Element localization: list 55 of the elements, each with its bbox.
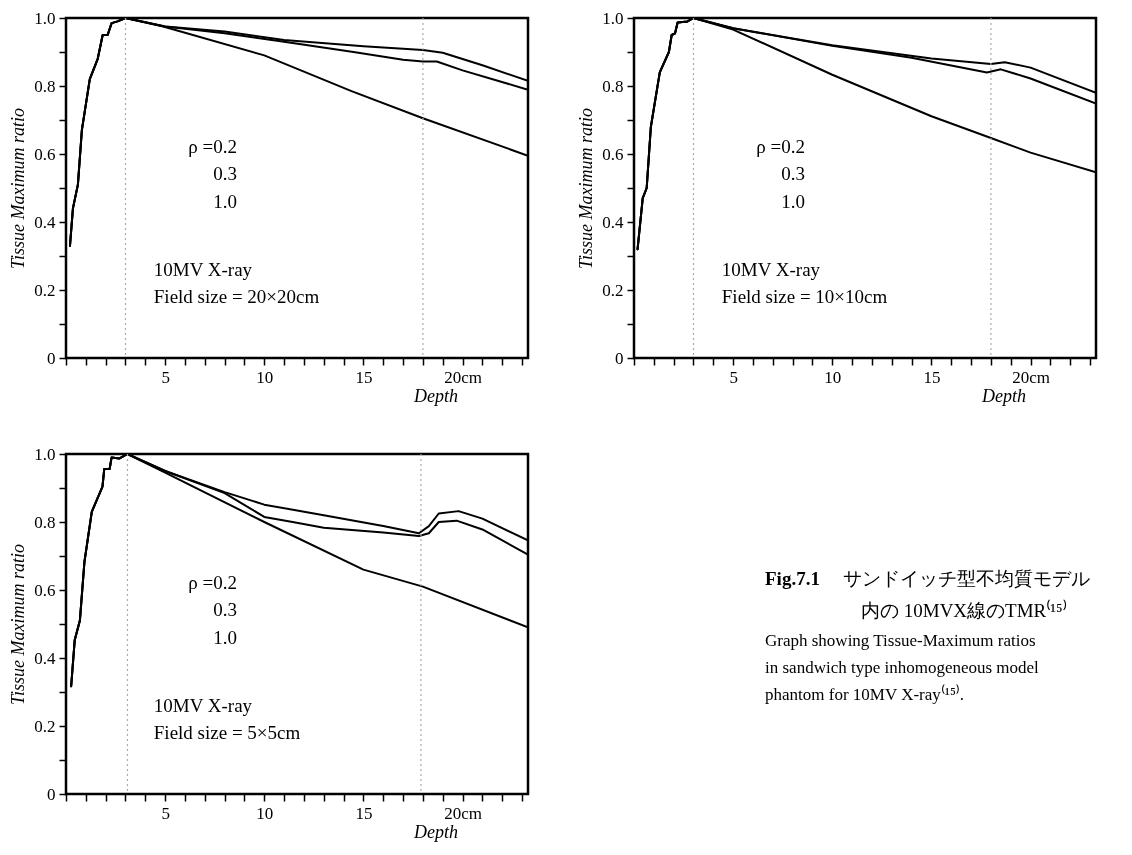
y-tick-label: 0.4: [34, 648, 56, 668]
x-tick-label: 10: [256, 803, 274, 823]
x-tick-label: 5: [729, 367, 738, 387]
y-tick-label: 0.8: [34, 76, 56, 96]
x-tick-label: 15: [923, 367, 941, 387]
x-tick-label: 10: [824, 367, 842, 387]
y-tick-label: 0: [47, 348, 56, 368]
x-tick-label: 5: [161, 803, 170, 823]
annotation: ρ =0.2: [188, 572, 237, 594]
x-tick-label: 20cm: [444, 803, 482, 823]
annotation: ρ =0.2: [756, 136, 805, 158]
y-axis-title: Tissue Maximum ratio: [576, 107, 597, 270]
y-axis-title: Tissue Maximum ratio: [8, 107, 29, 270]
annotation: Field size = 10×10cm: [721, 285, 888, 307]
y-tick-label: 0.2: [602, 280, 624, 300]
annotation: 0.3: [781, 163, 805, 185]
y-tick-label: 0.4: [34, 212, 56, 232]
annotation: 1.0: [213, 626, 237, 648]
x-tick-label: 15: [355, 803, 373, 823]
y-tick-label: 0.4: [602, 212, 624, 232]
text: Fig.7.1: [765, 568, 820, 589]
x-tick-label: 5: [161, 367, 170, 387]
annotation: 10MV X-ray: [153, 258, 253, 280]
annotation: 0.3: [213, 163, 237, 185]
y-tick-label: 0.6: [34, 580, 56, 600]
y-tick-label: 0.8: [602, 76, 624, 96]
x-tick-label: 20cm: [444, 367, 482, 387]
y-tick-label: 0.6: [34, 144, 56, 164]
y-tick-label: 0.2: [34, 716, 56, 736]
annotation: 10MV X-ray: [721, 258, 821, 280]
x-axis-title: Depth: [413, 821, 459, 842]
text: 内の 10MVX線のTMR⁽¹⁵⁾: [861, 599, 1067, 621]
x-tick-label: 10: [256, 367, 274, 387]
y-tick-label: 1.0: [34, 444, 56, 464]
annotation: 10MV X-ray: [153, 694, 253, 716]
annotation: 1.0: [781, 190, 805, 212]
x-axis-title: Depth: [981, 385, 1027, 406]
text: Graph showing Tissue-Maximum ratios in sandwich type inhomogeneous model phantom for 10MV X-ray⁽¹⁵⁾.: [765, 631, 1040, 704]
annotation: 1.0: [213, 190, 237, 212]
annotation: Field size = 20×20cm: [153, 285, 320, 307]
text: サンドイッチ型不均質モデル: [843, 568, 1090, 589]
y-tick-label: 0: [615, 348, 624, 368]
y-tick-label: 0.6: [602, 144, 624, 164]
annotation: 0.3: [213, 599, 237, 621]
y-tick-label: 0.8: [34, 512, 56, 532]
y-tick-label: 1.0: [34, 8, 56, 28]
y-axis-title: Tissue Maximum ratio: [8, 543, 29, 706]
x-tick-label: 20cm: [1012, 367, 1050, 387]
y-tick-label: 0: [47, 784, 56, 804]
x-axis-title: Depth: [413, 385, 459, 406]
x-tick-label: 15: [355, 367, 373, 387]
annotation: Field size = 5×5cm: [153, 721, 301, 743]
annotation: ρ =0.2: [188, 136, 237, 158]
y-tick-label: 1.0: [602, 8, 624, 28]
y-tick-label: 0.2: [34, 280, 56, 300]
